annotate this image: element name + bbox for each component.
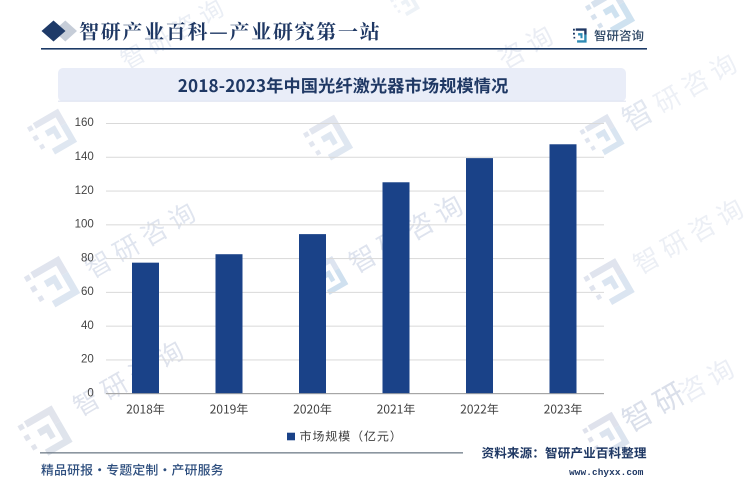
svg-text:100: 100 [75, 219, 94, 231]
svg-text:120: 120 [75, 185, 94, 197]
svg-text:160: 160 [75, 117, 94, 129]
svg-text:0: 0 [87, 387, 93, 399]
svg-text:www.chyxx.com: www.chyxx.com [569, 467, 644, 478]
svg-text:80: 80 [81, 252, 94, 264]
svg-text:40: 40 [81, 320, 94, 332]
svg-text:20: 20 [81, 354, 94, 366]
svg-text:60: 60 [81, 286, 94, 298]
svg-text:140: 140 [75, 151, 94, 163]
